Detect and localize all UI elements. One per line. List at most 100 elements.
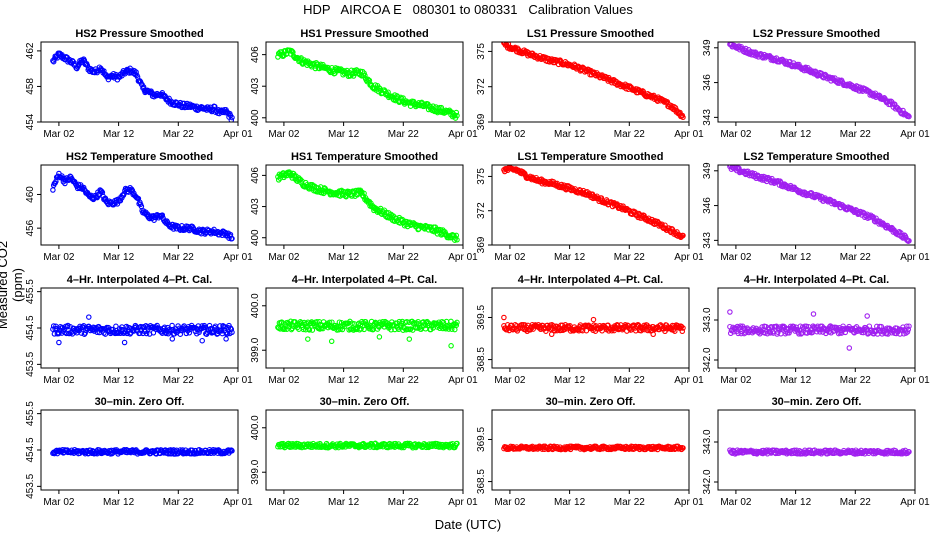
- data-point: [82, 330, 88, 336]
- outlier-point: [590, 316, 597, 323]
- y-tick-label: 453.5: [25, 351, 36, 376]
- plot-frame: [717, 287, 916, 369]
- x-tick-label: Mar 12: [780, 375, 812, 386]
- x-tick-label: Mar 02: [43, 129, 75, 140]
- x-tick-label: Apr 01: [448, 129, 478, 140]
- x-tick-label: Apr 01: [674, 252, 704, 263]
- outlier-point: [169, 336, 176, 342]
- plot-frame: [265, 164, 464, 246]
- y-tick-label: 375: [476, 43, 487, 60]
- outlier-point: [56, 339, 62, 346]
- x-tick-label: Mar 12: [554, 129, 586, 140]
- data-series: [275, 47, 460, 121]
- x-tick-label: Mar 02: [720, 129, 752, 140]
- y-tick-label: 369: [476, 113, 487, 130]
- data-point: [78, 330, 85, 336]
- y-tick-label: 346: [702, 197, 713, 214]
- x-tick-label: Mar 22: [840, 497, 872, 508]
- x-tick-label: Apr 01: [448, 497, 478, 508]
- data-point: [904, 329, 911, 335]
- y-tick-label: 456: [25, 219, 36, 236]
- data-point: [56, 330, 62, 337]
- data-point: [453, 322, 460, 329]
- data-point: [649, 216, 656, 223]
- y-tick-label: 454.5: [25, 315, 36, 340]
- panel-p-r3-c0: 30–min. Zero Off. Mar 02 Mar 12 Mar 22 Apr 0…: [25, 396, 253, 508]
- data-series: [501, 165, 686, 241]
- data-point: [906, 323, 912, 329]
- plot-frame: [265, 409, 464, 491]
- panel-title: HS2 Pressure Smoothed: [75, 28, 203, 40]
- y-tick-label: 406: [250, 167, 261, 184]
- outlier-point: [650, 331, 656, 338]
- data-point: [228, 447, 235, 453]
- panel-title: 4–Hr. Interpolated 4–Pt. Cal.: [744, 274, 890, 286]
- outlier-point: [810, 311, 817, 317]
- data-point: [137, 330, 143, 336]
- x-tick-label: Mar 12: [103, 375, 135, 386]
- x-tick-label: Mar 22: [163, 375, 195, 386]
- y-tick-label: 372: [476, 202, 487, 219]
- plot-frame: [40, 41, 239, 123]
- outlier-point: [121, 339, 128, 346]
- x-tick-label: Apr 01: [900, 375, 930, 386]
- data-point: [454, 319, 460, 326]
- x-tick-label: Apr 01: [674, 497, 704, 508]
- x-tick-label: Apr 01: [223, 252, 253, 263]
- data-point: [229, 235, 235, 242]
- panel-p-r1-c0: HS2 Temperature Smoothed Mar 02 Mar 12 Mar …: [25, 151, 253, 263]
- y-tick-label: 369.5: [476, 427, 487, 452]
- data-point: [229, 448, 235, 454]
- outlier-point: [305, 336, 311, 342]
- y-tick-label: 403: [250, 198, 261, 215]
- data-series: [275, 440, 460, 451]
- plot-frame: [40, 164, 239, 246]
- data-point: [452, 112, 458, 119]
- data-point: [905, 326, 912, 333]
- x-tick-label: Mar 02: [43, 252, 75, 263]
- x-tick-label: Mar 02: [494, 129, 526, 140]
- y-tick-label: 400: [250, 229, 261, 246]
- y-tick-label: 369.5: [476, 305, 487, 330]
- data-point: [452, 326, 458, 333]
- x-tick-label: Mar 02: [43, 375, 75, 386]
- data-point: [50, 323, 57, 329]
- panel-title: LS2 Pressure Smoothed: [753, 28, 880, 40]
- outlier-point: [864, 313, 870, 319]
- x-tick-label: Apr 01: [900, 497, 930, 508]
- x-tick-label: Mar 22: [163, 497, 195, 508]
- data-point: [337, 326, 343, 332]
- data-point: [228, 117, 235, 122]
- data-point: [506, 327, 512, 334]
- y-tick-label: 455.5: [25, 401, 36, 426]
- data-point: [840, 323, 846, 329]
- outlier-point: [548, 331, 555, 338]
- x-tick-label: Mar 22: [388, 129, 420, 140]
- y-tick-label: 349: [702, 39, 713, 56]
- data-point: [454, 237, 460, 243]
- data-series: [727, 309, 912, 351]
- data-point: [306, 327, 313, 333]
- outlier-point: [727, 309, 733, 315]
- x-tick-label: Mar 02: [720, 497, 752, 508]
- panel-title: 4–Hr. Interpolated 4–Pt. Cal.: [67, 274, 213, 286]
- panel-p-r3-c3: 30–min. Zero Off. Mar 02 Mar 12 Mar 22 Apr 0…: [702, 396, 930, 508]
- x-tick-label: Mar 22: [840, 375, 872, 386]
- x-tick-label: Mar 02: [494, 252, 526, 263]
- data-point: [50, 326, 56, 332]
- x-tick-label: Mar 22: [840, 129, 872, 140]
- y-tick-label: 454.5: [25, 437, 36, 462]
- y-tick-label: 368.5: [476, 347, 487, 372]
- data-point: [149, 324, 155, 331]
- plot-frame: [491, 287, 690, 369]
- panel-title: 4–Hr. Interpolated 4–Pt. Cal.: [518, 274, 664, 286]
- data-series: [275, 169, 460, 243]
- data-point: [544, 58, 551, 65]
- data-point: [229, 114, 235, 121]
- x-tick-label: Apr 01: [448, 375, 478, 386]
- x-tick-label: Mar 12: [328, 497, 360, 508]
- plot-frame: [265, 41, 464, 123]
- data-point: [146, 324, 152, 330]
- data-point: [579, 64, 586, 70]
